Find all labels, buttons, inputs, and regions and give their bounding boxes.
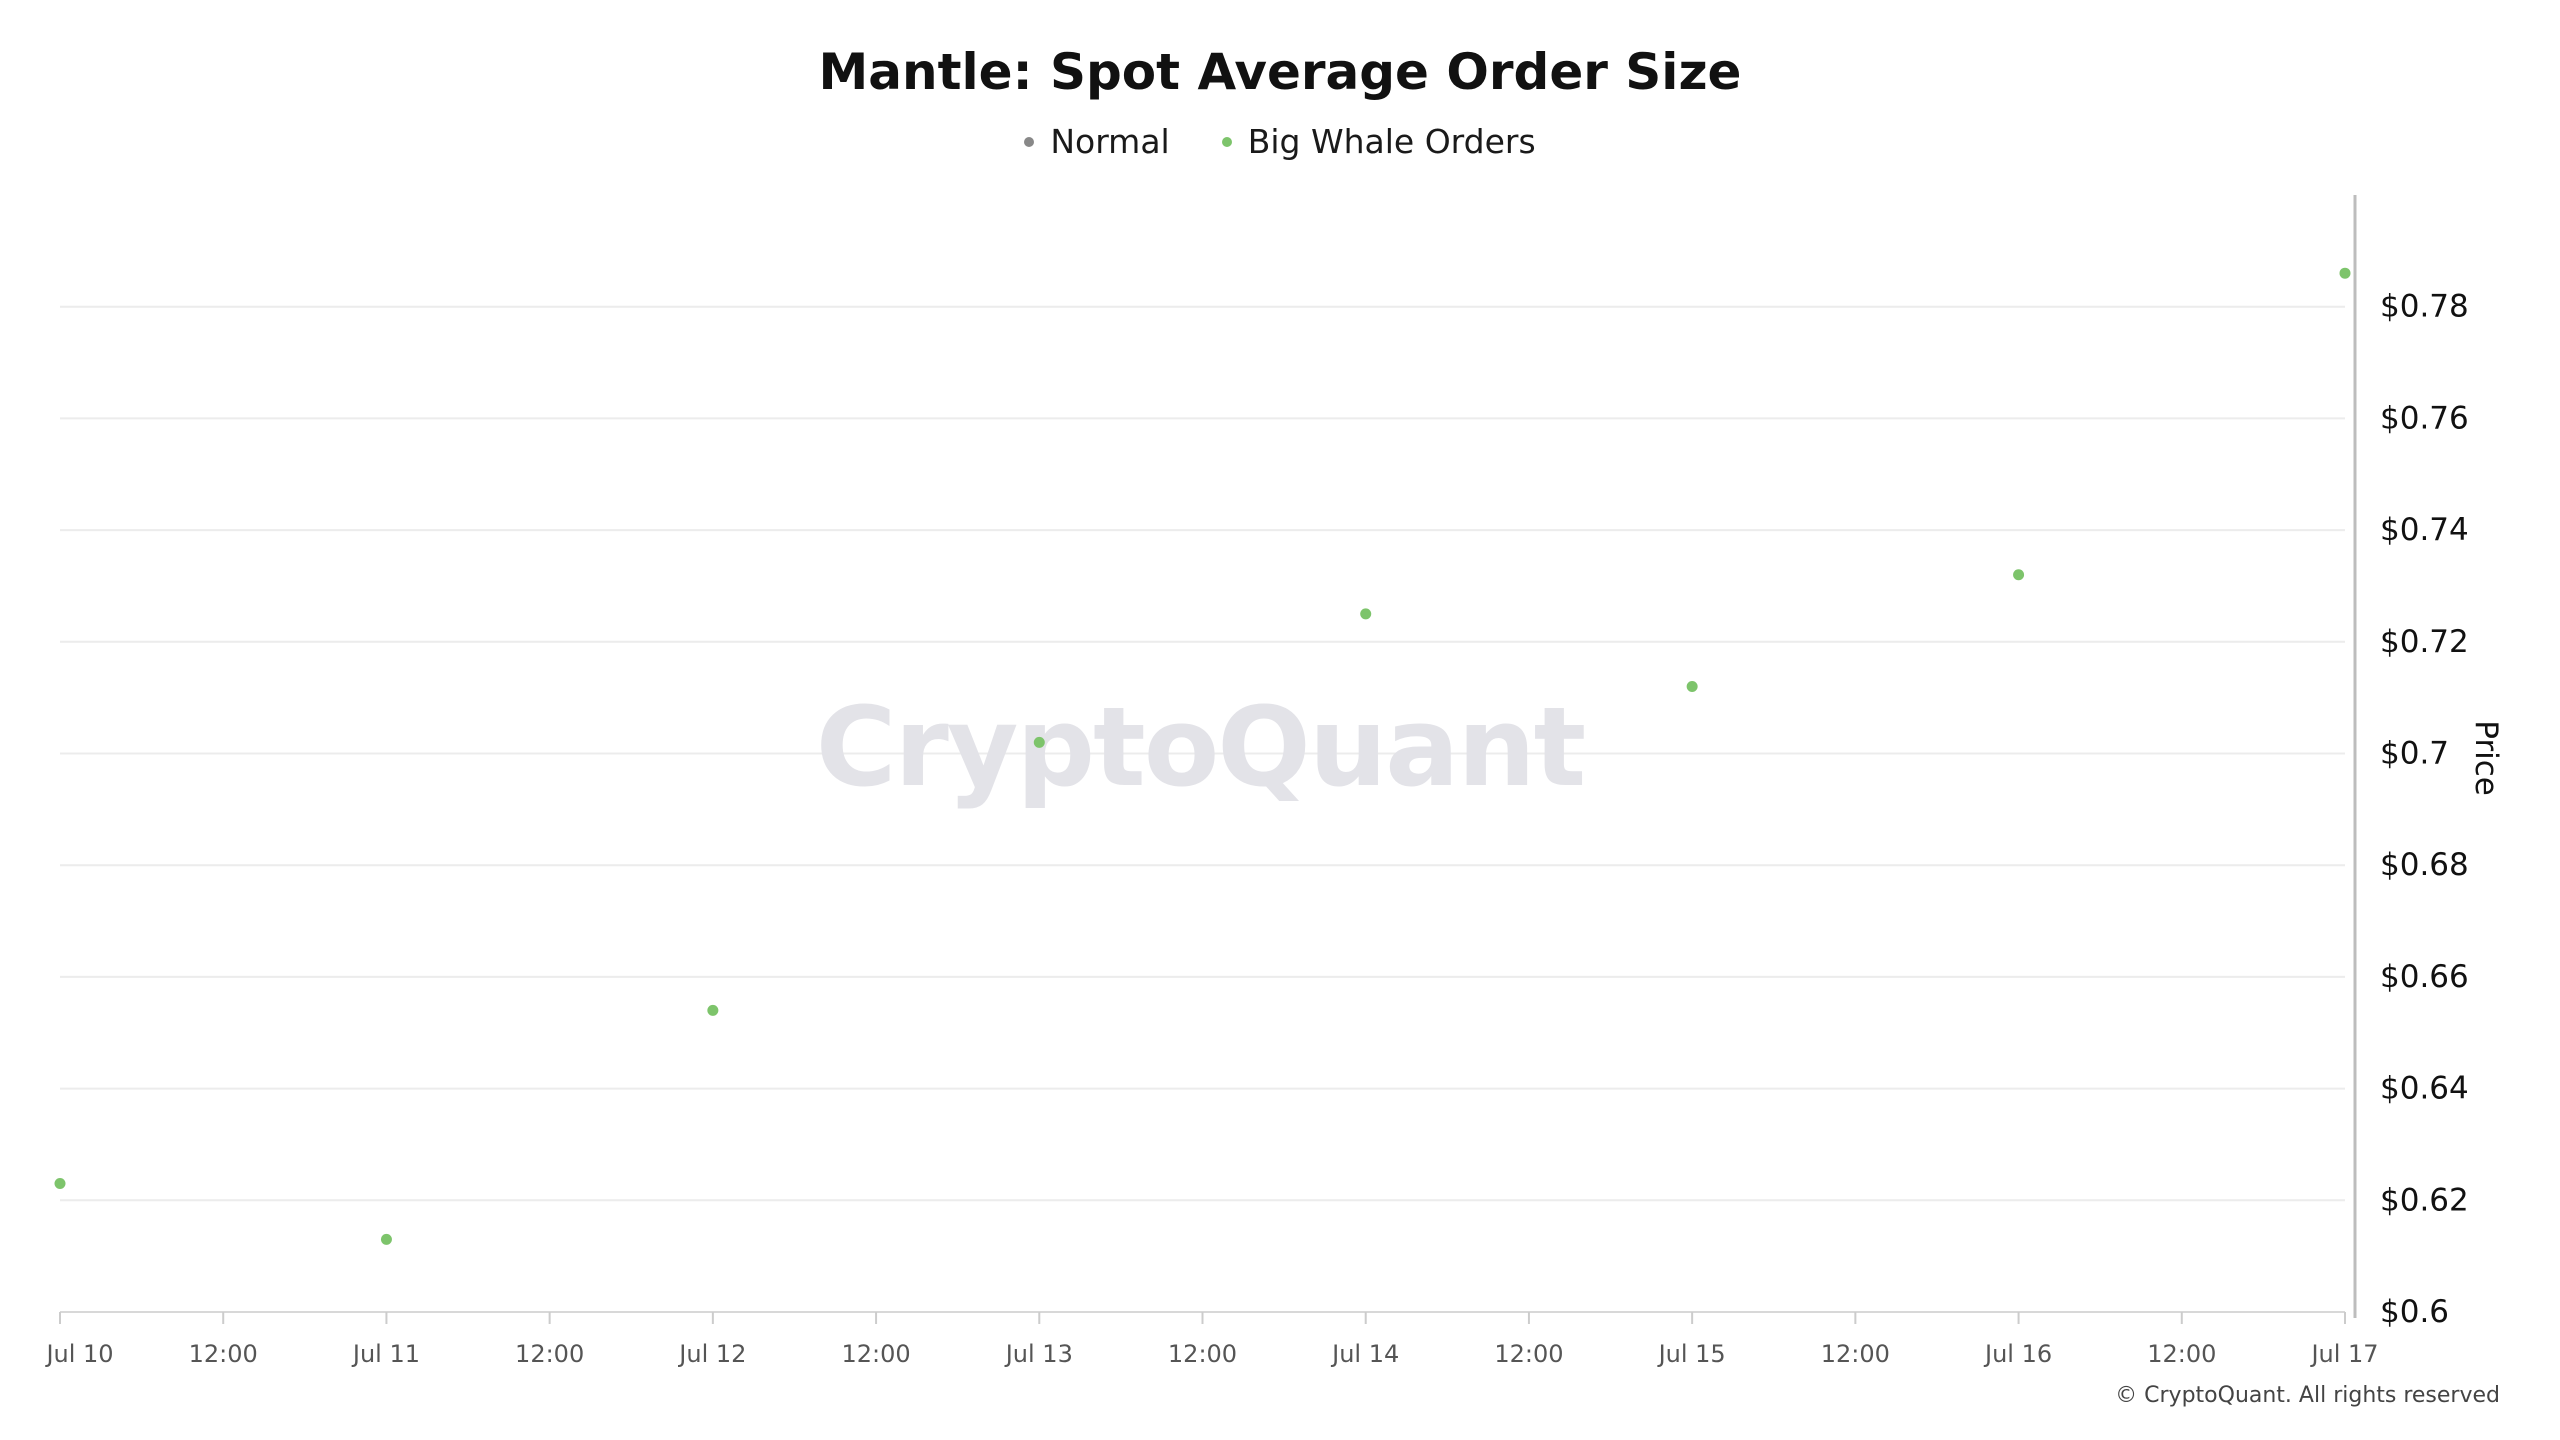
legend-label-normal: Normal [1050, 122, 1170, 161]
y-axis-title: Price [2468, 720, 2504, 796]
x-tick-label: Jul 12 [677, 1340, 746, 1368]
y-tick-label: $0.78 [2380, 289, 2469, 325]
x-tick-label: 12:00 [189, 1340, 258, 1368]
x-tick-label: 12:00 [1821, 1340, 1890, 1368]
y-tick-label: $0.74 [2380, 512, 2469, 548]
copyright-footer: © CryptoQuant. All rights reserved [2115, 1383, 2500, 1408]
x-tick-label: Jul 17 [2309, 1340, 2378, 1368]
y-tick-label: $0.6 [2380, 1294, 2449, 1330]
watermark-logo: CryptoQuant [816, 683, 1585, 811]
data-point-big-whale-orders[interactable] [380, 1233, 392, 1245]
chart-legend: Normal Big Whale Orders [0, 122, 2560, 161]
x-tick-label: 12:00 [1494, 1340, 1563, 1368]
x-tick-label: Jul 13 [1004, 1340, 1073, 1368]
grid-lines [60, 305, 2345, 1202]
legend-marker-big-whale-orders [1221, 136, 1232, 147]
legend-item-big-whale-orders[interactable]: Big Whale Orders [1221, 122, 1536, 161]
data-point-big-whale-orders[interactable] [707, 1004, 719, 1016]
y-tick-label: $0.72 [2380, 624, 2469, 660]
x-tick-label: Jul 11 [351, 1340, 420, 1368]
data-point-big-whale-orders[interactable] [2013, 569, 2025, 581]
data-point-big-whale-orders[interactable] [1686, 680, 1698, 692]
y-tick-label: $0.76 [2380, 400, 2469, 436]
x-tick-label: Jul 15 [1657, 1340, 1726, 1368]
y-tick-label: $0.68 [2380, 847, 2469, 883]
data-point-big-whale-orders[interactable] [1360, 608, 1372, 620]
legend-marker-normal [1024, 136, 1035, 147]
x-tick-label: Jul 14 [1330, 1340, 1399, 1368]
x-tick-label: 12:00 [841, 1340, 910, 1368]
x-tick-label: Jul 10 [44, 1340, 113, 1368]
y-axis-ticks: $0.6 $0.62 $0.64 $0.66 $0.68 $0.7 $0.72 $0.74 $0… [2380, 289, 2469, 1330]
y-tick-label: $0.7 [2380, 736, 2449, 772]
y-tick-label: $0.66 [2380, 959, 2469, 995]
legend-label-big-whale-orders: Big Whale Orders [1247, 122, 1536, 161]
data-point-big-whale-orders[interactable] [54, 1178, 66, 1190]
data-points [54, 267, 2351, 1245]
y-tick-label: $0.62 [2380, 1182, 2469, 1218]
x-tick-label: 12:00 [2147, 1340, 2216, 1368]
legend-item-normal[interactable]: Normal [1024, 122, 1170, 161]
data-point-big-whale-orders[interactable] [2339, 267, 2351, 279]
x-tick-label: 12:00 [1168, 1340, 1237, 1368]
y-tick-label: $0.64 [2380, 1071, 2469, 1107]
x-tick-label: 12:00 [515, 1340, 584, 1368]
chart-title: Mantle: Spot Average Order Size [818, 43, 1742, 101]
x-tick-label: Jul 16 [1983, 1340, 2052, 1368]
data-point-big-whale-orders[interactable] [1033, 736, 1045, 748]
x-axis-ticks: Jul 10 12:00 Jul 11 12:00 Jul 12 12:00 Jul 13 1… [44, 1312, 2379, 1368]
